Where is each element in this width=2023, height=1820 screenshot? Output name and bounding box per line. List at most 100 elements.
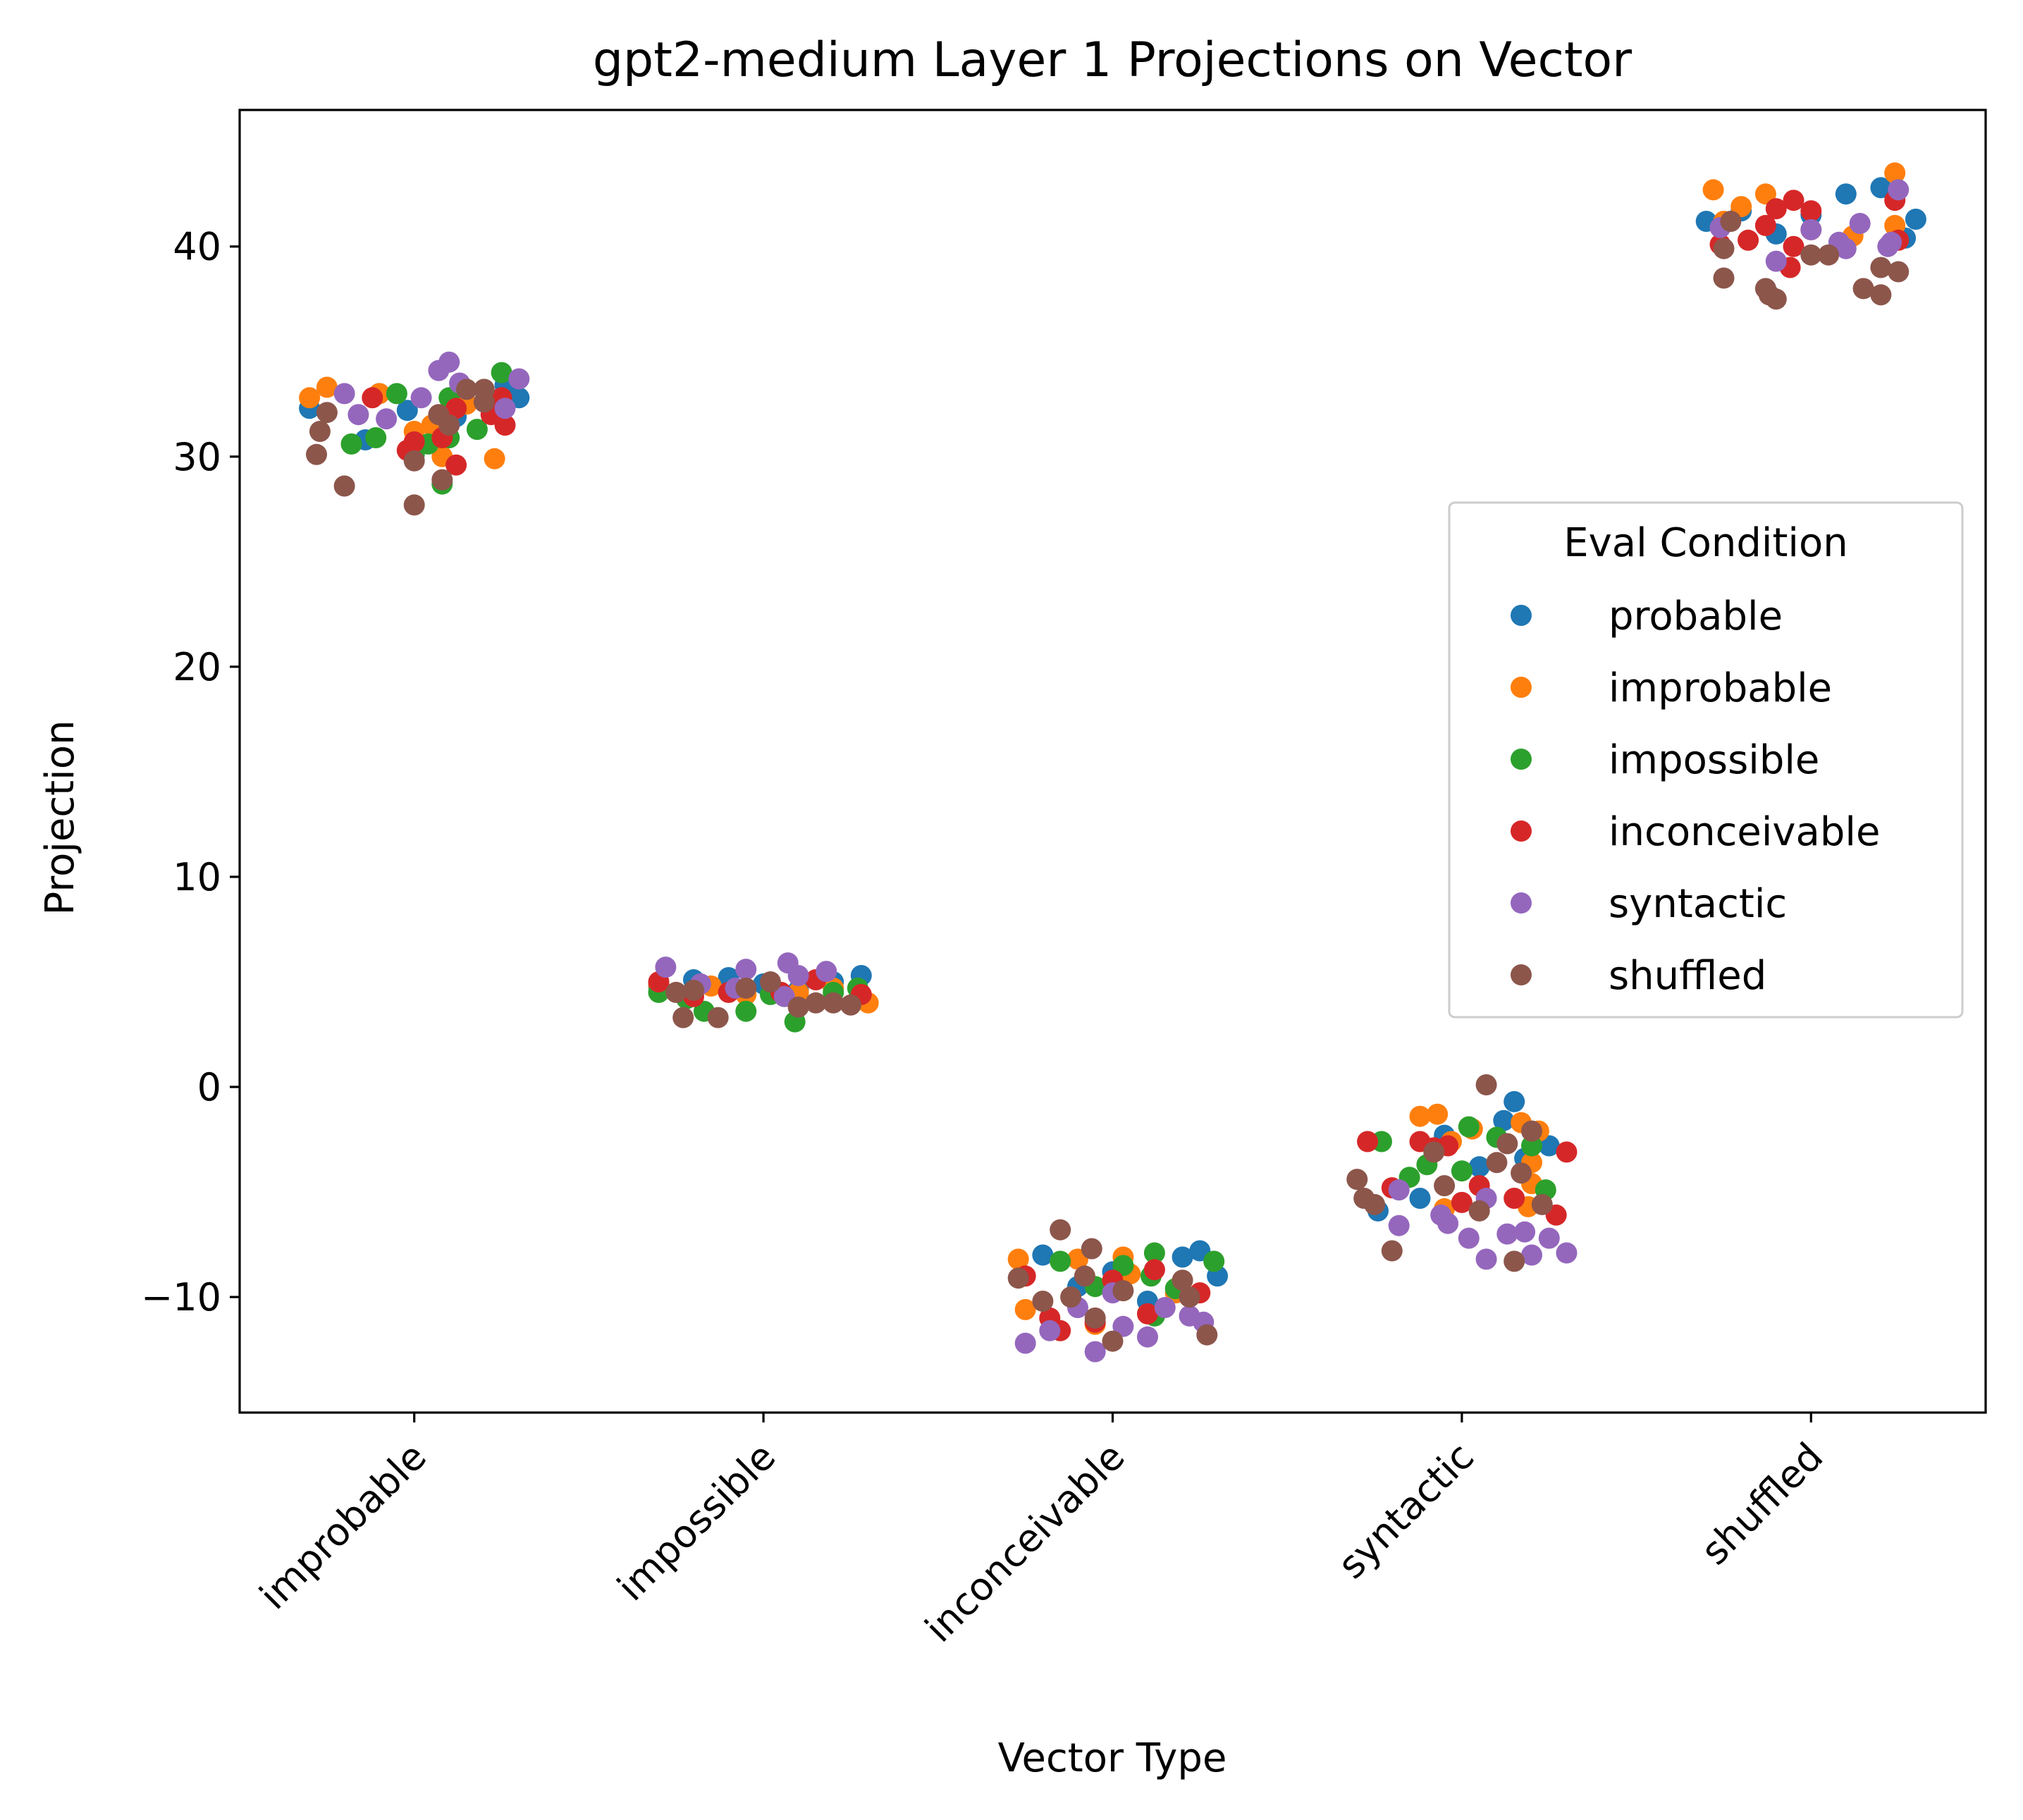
data-point-probable [1870,177,1892,199]
data-point-syntactic [1388,1215,1410,1236]
data-point-syntactic [1388,1179,1410,1201]
data-point-inconceivable [1504,1188,1525,1209]
data-point-shuffled [823,992,844,1014]
data-point-shuffled [1531,1193,1553,1215]
legend-marker-probable [1511,605,1532,626]
data-point-inconceivable [445,398,467,419]
data-point-improbable [1730,196,1752,218]
data-point-shuffled [1179,1286,1200,1308]
legend-marker-improbable [1511,677,1532,698]
series-shuffled [306,211,1910,1352]
data-point-shuffled [1496,1133,1518,1155]
legend-marker-impossible [1511,749,1532,770]
data-point-shuffled [1112,1280,1134,1302]
legend-marker-inconceivable [1511,820,1532,842]
legend-box [1448,501,1964,1019]
data-point-syntactic [655,957,677,978]
data-point-syntactic [816,961,837,983]
data-point-shuffled [672,1007,694,1028]
data-point-inconceivable [1800,200,1822,222]
data-point-inconceivable [403,431,425,453]
data-point-syntactic [1849,213,1871,234]
data-point-inconceivable [1143,1259,1165,1281]
data-point-shuffled [1758,284,1780,306]
data-point-improbable [316,376,338,398]
data-point-syntactic [787,965,809,986]
data-point-syntactic [1039,1320,1061,1341]
y-tick-label: 20 [173,645,221,689]
data-point-syntactic [1765,250,1787,272]
data-point-shuffled [787,996,809,1018]
data-point-shuffled [316,402,338,424]
data-point-shuffled [1852,278,1874,300]
y-tick-label: 0 [197,1065,221,1109]
data-point-inconceivable [362,387,383,409]
data-point-impossible [1112,1255,1134,1277]
y-tick-label: 30 [173,435,221,479]
data-point-probable [1032,1244,1054,1266]
y-tick-label: −10 [141,1275,221,1320]
data-point-syntactic [1888,179,1910,201]
data-point-syntactic [494,398,516,419]
data-point-inconceivable [1738,229,1759,251]
data-point-probable [1468,1156,1490,1178]
data-point-shuffled [1475,1074,1497,1095]
data-point-syntactic [1521,1244,1542,1266]
y-axis: −10 0 10 20 30 40 [141,225,240,1320]
data-point-syntactic [508,368,530,390]
chart-title: gpt2-medium Layer 1 Projections on Vecto… [593,32,1632,88]
data-point-shuffled [403,494,425,516]
data-point-shuffled [683,979,704,1001]
data-point-shuffled [1364,1193,1386,1215]
y-axis-label: Projection [37,720,83,916]
data-point-shuffled [1818,244,1840,266]
data-point-shuffled [1888,261,1910,283]
data-point-shuffled [1381,1240,1403,1262]
data-point-inconceivable [1556,1141,1578,1163]
data-point-shuffled [306,443,327,465]
data-point-shuffled [1423,1141,1445,1163]
data-point-probable [396,400,418,422]
data-point-improbable [1014,1298,1036,1320]
legend-label-improbable: improbable [1609,665,1832,711]
data-point-shuffled [1060,1286,1082,1308]
data-point-shuffled [1486,1152,1508,1174]
legend-label-syntactic: syntactic [1609,881,1787,927]
legend-title: Eval Condition [1563,520,1847,566]
data-point-improbable [1427,1103,1449,1125]
data-point-impossible [1203,1250,1225,1272]
data-point-improbable [1007,1248,1029,1270]
data-point-improbable [1884,162,1906,184]
data-point-shuffled [1074,1265,1095,1287]
data-point-shuffled [1713,267,1735,289]
data-point-improbable [1702,179,1724,201]
legend-marker-syntactic [1511,892,1532,914]
data-point-shuffled [1870,257,1892,278]
data-point-syntactic [1514,1221,1536,1243]
data-point-syntactic [1084,1341,1106,1363]
legend-entries: probable improbable impossible inconceivabl… [1511,594,1880,999]
data-point-inconceivable [1357,1131,1379,1152]
data-point-syntactic [1014,1332,1036,1354]
data-point-syntactic [1458,1227,1480,1249]
data-point-shuffled [1084,1307,1106,1329]
data-point-impossible [466,419,488,441]
data-point-syntactic [1437,1212,1459,1234]
data-point-syntactic [1556,1242,1578,1264]
data-point-shuffled [1032,1291,1054,1312]
data-point-probable [1493,1109,1515,1131]
data-point-shuffled [1102,1330,1124,1352]
data-point-shuffled [431,469,453,491]
data-point-impossible [1050,1250,1071,1272]
data-point-syntactic [438,351,460,373]
data-point-syntactic [1538,1227,1560,1249]
data-point-shuffled [1434,1175,1456,1197]
data-point-syntactic [1154,1297,1176,1318]
data-point-shuffled [1800,244,1822,266]
legend-label-shuffled: shuffled [1609,953,1766,999]
data-point-impossible [386,383,407,405]
data-point-syntactic [348,404,369,426]
data-point-shuffled [805,992,827,1014]
data-point-syntactic [1835,238,1857,259]
